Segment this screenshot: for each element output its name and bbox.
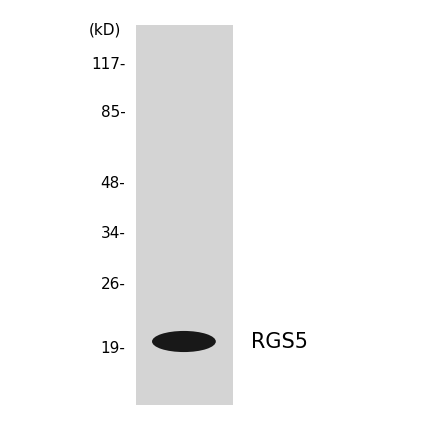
Text: RGS5: RGS5 [251,332,308,351]
Text: 34-: 34- [100,226,125,241]
Text: 117-: 117- [91,57,125,72]
Bar [136,25,233,405]
Text: (kD): (kD) [88,23,121,38]
Text: 48-: 48- [101,176,125,191]
Text: 19-: 19- [100,340,125,355]
Text: 85-: 85- [101,105,125,120]
Ellipse shape [152,331,216,352]
Text: 26-: 26- [100,277,125,292]
